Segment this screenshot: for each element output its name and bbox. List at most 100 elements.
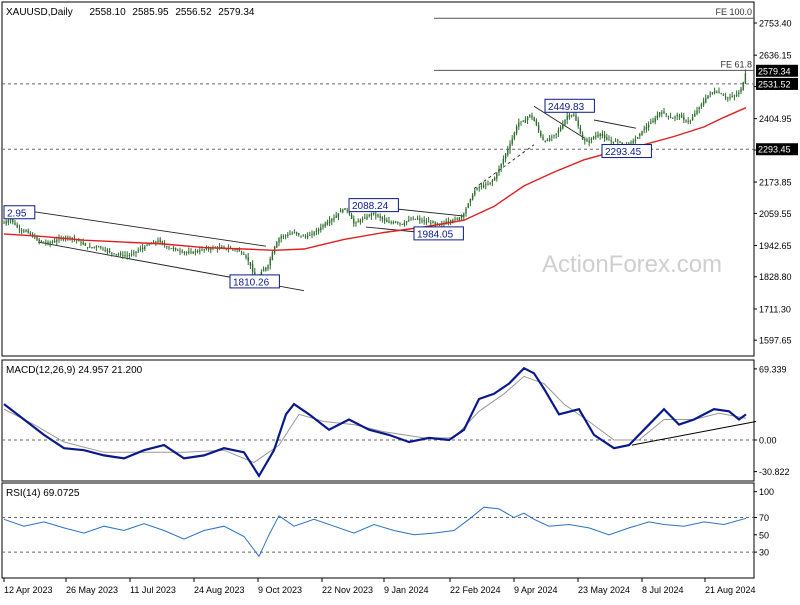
candle-body <box>617 139 619 141</box>
candle-body <box>122 255 124 256</box>
candle-body <box>744 73 747 84</box>
candle-body <box>298 233 300 235</box>
candle-body <box>414 218 417 220</box>
annotation-box <box>601 144 652 159</box>
y-tick-label: 2753.40 <box>759 19 792 29</box>
y-tick-label: 2404.95 <box>759 114 792 124</box>
candle-body <box>183 251 186 253</box>
candle-body <box>513 132 516 139</box>
annotation-label: 1984.05 <box>417 229 454 240</box>
ohlc-low: 2556.52 <box>175 7 212 18</box>
candle-body <box>447 220 450 223</box>
price-panel-frame <box>1 1 755 357</box>
candle-body <box>346 210 348 212</box>
y-tick-label: 1711.30 <box>759 304 791 314</box>
candle-body <box>496 173 498 179</box>
candle-body <box>432 221 434 224</box>
candle-body <box>203 249 205 251</box>
candle-body <box>392 221 395 224</box>
candle-body <box>458 217 461 221</box>
candle-body <box>452 219 454 222</box>
candle-body <box>161 241 164 244</box>
candle-body <box>658 112 661 116</box>
candle-body <box>474 190 476 195</box>
candle-body <box>353 218 355 224</box>
candle-body <box>441 224 443 226</box>
candle-body <box>696 110 698 115</box>
candle-body <box>335 215 337 218</box>
candle-body <box>711 92 714 94</box>
annotation-label: 2.95 <box>7 208 27 219</box>
candle-body <box>359 219 362 223</box>
price-tag: 2293.45 <box>756 143 798 156</box>
candle-body <box>133 252 135 254</box>
candle-body <box>238 249 241 252</box>
y-tick-label: 2059.55 <box>759 209 792 219</box>
candle-body <box>434 222 436 225</box>
candle-body <box>548 138 551 141</box>
candle-body <box>672 118 674 119</box>
candle-body <box>108 250 111 253</box>
candle-body <box>67 236 69 238</box>
candle-body <box>586 139 588 142</box>
candle-body <box>333 217 335 220</box>
candle-body <box>324 223 326 227</box>
candle-body <box>733 95 736 97</box>
candle-body <box>416 218 419 220</box>
candle-body <box>269 258 271 266</box>
candle-body <box>645 126 648 130</box>
candle-body <box>260 271 263 275</box>
candle-body <box>364 217 366 219</box>
candle-body <box>603 134 606 138</box>
rsi-title: RSI(14) 69.0725 <box>6 488 80 499</box>
y-tick-label: 1828.80 <box>759 272 792 282</box>
candle-body <box>518 122 520 127</box>
candle-body <box>278 238 280 243</box>
candle-body <box>573 114 575 116</box>
candle-body <box>509 143 511 150</box>
candle-body <box>166 246 168 248</box>
candle-body <box>91 247 93 248</box>
candle-body <box>69 237 71 239</box>
candle-body <box>339 210 342 213</box>
candle-body <box>575 115 577 121</box>
candle-body <box>614 140 617 142</box>
candle-body <box>537 125 540 131</box>
candle-body <box>599 133 601 136</box>
candle-body <box>489 182 491 184</box>
candle-body <box>493 177 496 181</box>
candle-body <box>570 115 573 117</box>
x-tick-label: 26 May 2023 <box>66 585 118 595</box>
candle-body <box>106 249 109 252</box>
candle-body <box>559 127 562 131</box>
candle-body <box>137 250 139 252</box>
candle-body <box>295 232 298 234</box>
candle-body <box>254 271 256 277</box>
candle-body <box>185 252 188 253</box>
candle-body <box>410 219 412 221</box>
candle-body <box>394 221 397 223</box>
candle-body <box>718 91 720 93</box>
candle-body <box>731 96 733 98</box>
candle-body <box>639 133 641 136</box>
candle-body <box>49 242 51 244</box>
candle-body <box>722 94 725 96</box>
candle-body <box>529 114 531 117</box>
annotation-label: 2088.24 <box>352 201 389 212</box>
timeframe-label: Daily <box>50 7 72 18</box>
x-tick-label: 12 Apr 2023 <box>4 585 53 595</box>
ohlc-close: 2579.34 <box>218 7 255 18</box>
candle-body <box>148 244 150 246</box>
x-tick-label: 11 Jul 2023 <box>130 585 176 595</box>
candle-body <box>280 236 282 239</box>
candle-body <box>311 233 313 235</box>
price-tag-label: 2293.45 <box>758 145 791 155</box>
candle-body <box>544 141 546 142</box>
candle-body <box>531 115 533 118</box>
x-tick-label: 23 May 2024 <box>578 585 630 595</box>
candle-body <box>31 233 34 237</box>
candle-body <box>271 252 274 261</box>
candle-body <box>196 250 199 252</box>
price-annotation: 2088.24 <box>348 198 399 213</box>
